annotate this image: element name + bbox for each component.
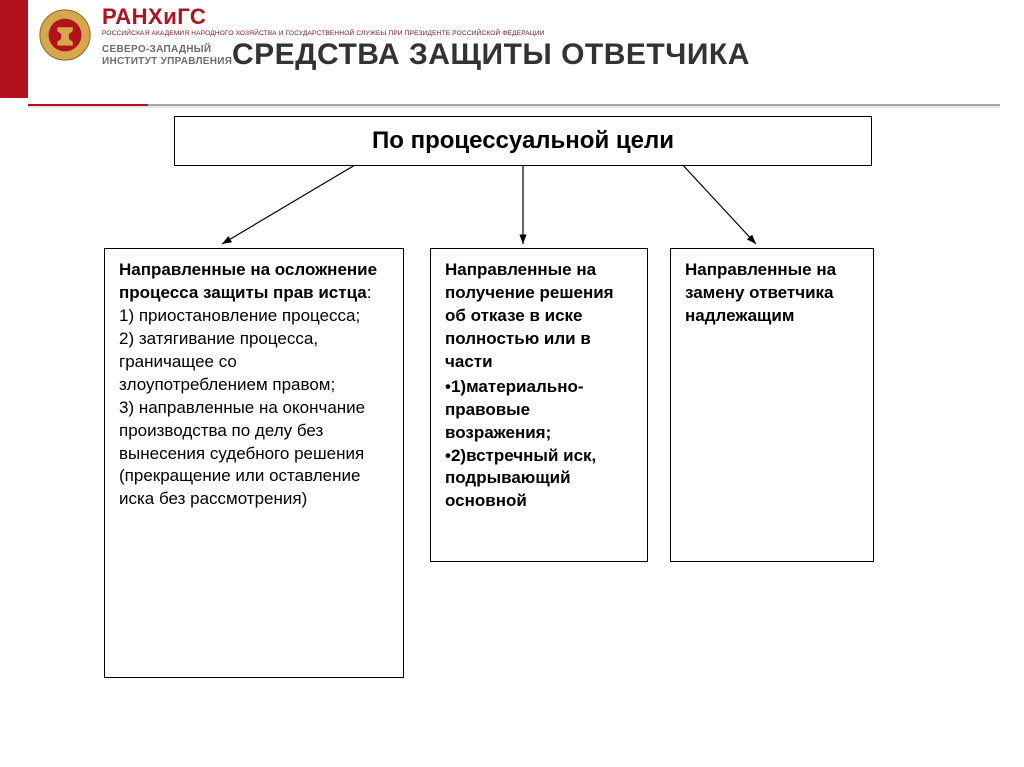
logo-title: РАНХиГС [102, 6, 545, 28]
diagram-canvas: По процессуальной цели Направленные на о… [0, 110, 1024, 767]
header-rule [28, 104, 1000, 106]
branch-3-text: Направленные на замену ответчика надлежа… [685, 259, 859, 328]
branch-2-text: Направленные на получение решения об отк… [445, 259, 633, 513]
slide-title: СРЕДСТВА ЗАЩИТЫ ОТВЕТЧИКА [232, 38, 750, 72]
branch-1-text: Направленные на осложнение процесса защи… [119, 259, 389, 511]
root-label: По процессуальной цели [189, 127, 857, 155]
root-node: По процессуальной цели [174, 116, 872, 166]
branch-box-2: Направленные на получение решения об отк… [430, 248, 648, 562]
logo-subtitle: РОССИЙСКАЯ АКАДЕМИЯ НАРОДНОГО ХОЗЯЙСТВА … [102, 30, 545, 38]
emblem-icon [36, 6, 94, 64]
branch-box-1: Направленные на осложнение процесса защи… [104, 248, 404, 678]
accent-bar [0, 0, 28, 98]
branch-box-3: Направленные на замену ответчика надлежа… [670, 248, 874, 562]
